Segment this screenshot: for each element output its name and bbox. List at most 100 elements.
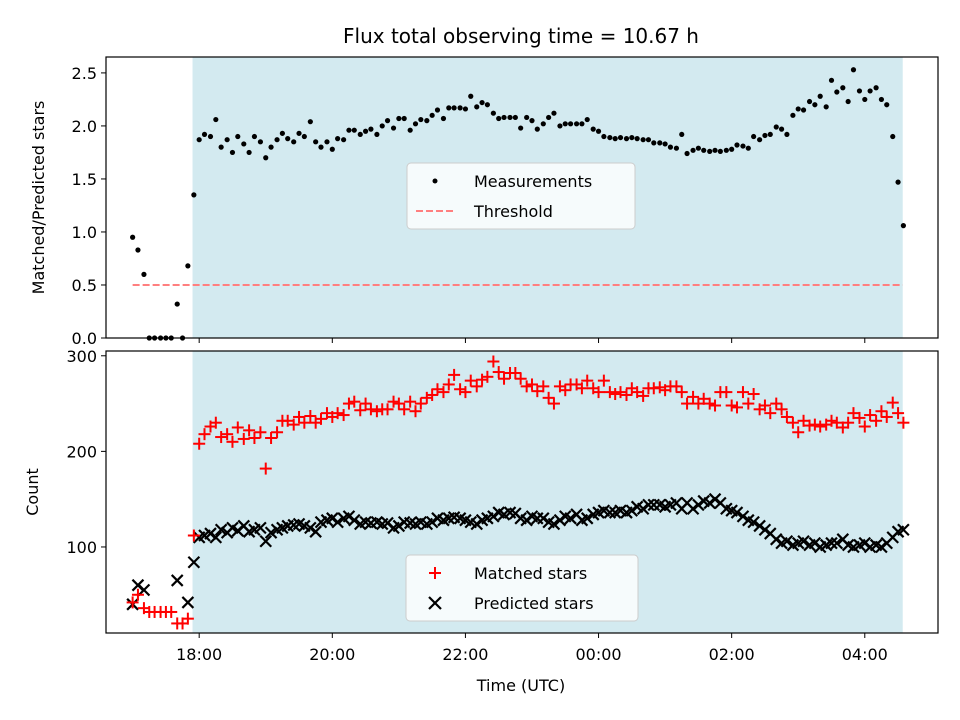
matched-star-point: [897, 416, 910, 429]
legend-measurements-label: Measurements: [474, 172, 592, 191]
measurement-point: [845, 98, 851, 105]
measurement-point: [285, 136, 291, 142]
measurement-point: [584, 116, 590, 123]
measurement-point: [135, 247, 141, 253]
matched-star-point: [271, 426, 284, 439]
matched-star-point: [603, 386, 616, 399]
measurement-point: [856, 88, 863, 94]
measurement-point: [462, 106, 469, 112]
matched-star-point: [476, 373, 489, 386]
measurement-point: [862, 96, 868, 103]
predicted-star-point: [797, 534, 810, 548]
measurement-point: [257, 139, 264, 145]
measurement-point: [191, 192, 197, 198]
measurement-point: [446, 105, 452, 111]
matched-star-point: [314, 412, 327, 425]
measurement-point: [629, 134, 635, 141]
measurement-point: [318, 144, 324, 150]
measurement-point: [734, 142, 740, 148]
measurement-point: [174, 301, 180, 307]
predicted-star-point: [603, 506, 617, 519]
measurement-point: [612, 136, 618, 142]
measurement-point: [374, 131, 380, 138]
measurement-point: [607, 134, 613, 141]
legend-bottom: Matched stars Predicted stars: [405, 554, 639, 622]
matched-star-point: [426, 388, 439, 401]
measurement-point: [412, 121, 419, 127]
measurement-point: [329, 146, 335, 152]
measurement-point: [418, 116, 424, 123]
x-axis-label: Time (UTC): [476, 676, 565, 695]
measurement-point: [396, 115, 402, 122]
measurement-point: [196, 137, 202, 143]
measurement-point: [778, 126, 785, 132]
predicted-star-point: [170, 574, 184, 587]
measurement-point: [368, 126, 374, 132]
legend-top: Measurements Threshold: [406, 162, 636, 230]
matched-star-point: [581, 374, 594, 387]
measurement-point: [440, 115, 447, 122]
measurement-point: [362, 128, 369, 134]
x-tick-label: 02:00: [709, 645, 755, 664]
matched-star-point: [193, 437, 206, 450]
measurement-point: [474, 104, 480, 110]
measurement-point: [740, 143, 746, 149]
measurement-point: [695, 145, 701, 151]
measurement-point: [707, 148, 713, 154]
measurement-point: [850, 67, 857, 73]
matched-star-point: [215, 431, 228, 444]
measurement-point: [490, 110, 496, 116]
measurement-point: [684, 150, 690, 157]
legend-bottom-box: [405, 554, 639, 622]
measurement-point: [657, 140, 663, 146]
matched-star-point: [780, 410, 793, 423]
matched-star-point: [880, 410, 893, 423]
measurement-point: [878, 96, 885, 103]
matched-star-point: [786, 416, 799, 429]
predicted-star-point: [209, 531, 223, 544]
measurement-point: [384, 118, 391, 124]
measurement-point: [301, 133, 307, 140]
matched-star-point: [243, 424, 256, 437]
top-axes-frame: [105, 56, 939, 339]
matched-star-point: [520, 380, 533, 393]
measurement-point: [335, 136, 341, 142]
matched-star-point: [337, 409, 350, 422]
measurement-point: [534, 126, 540, 132]
matched-star-point: [514, 372, 527, 385]
measurement-point: [900, 223, 906, 229]
measurement-point: [745, 145, 751, 151]
measurement-point: [496, 115, 502, 122]
measurement-point: [201, 131, 208, 138]
measurement-point: [667, 144, 674, 150]
matched-star-point: [331, 407, 344, 420]
measurement-point: [324, 139, 330, 145]
measurement-point: [867, 88, 873, 94]
measurement-point: [751, 133, 757, 140]
measurement-point: [634, 136, 640, 142]
matched-star-point: [454, 383, 467, 396]
measurement-point: [185, 263, 191, 269]
matched-star-point: [298, 416, 311, 429]
matched-star-point: [864, 409, 877, 422]
predicted-star-point: [564, 512, 577, 525]
matched-star-point: [886, 396, 899, 409]
measurement-point: [307, 119, 313, 125]
top-panel: 0.0 0.5 1.0 1.5 2.0 2.5 Matched/Predicted sta…: [29, 56, 939, 348]
matched-star-point: [231, 421, 244, 434]
matched-star-point: [687, 390, 700, 403]
bottom-y-tick-label: 300: [66, 347, 97, 366]
x-tick-label: 18:00: [176, 645, 222, 664]
matched-star-point: [254, 426, 267, 439]
matched-stars-points: [126, 355, 910, 630]
measurement-point: [346, 127, 352, 133]
measurement-point: [241, 141, 247, 147]
measurement-point: [351, 127, 357, 133]
matched-star-point: [770, 397, 783, 410]
predicted-star-point: [730, 506, 744, 519]
measurement-point: [279, 130, 285, 136]
matched-star-point: [637, 389, 650, 402]
matched-star-point: [420, 391, 433, 404]
matched-star-point: [209, 416, 222, 429]
measurement-point: [484, 102, 490, 108]
